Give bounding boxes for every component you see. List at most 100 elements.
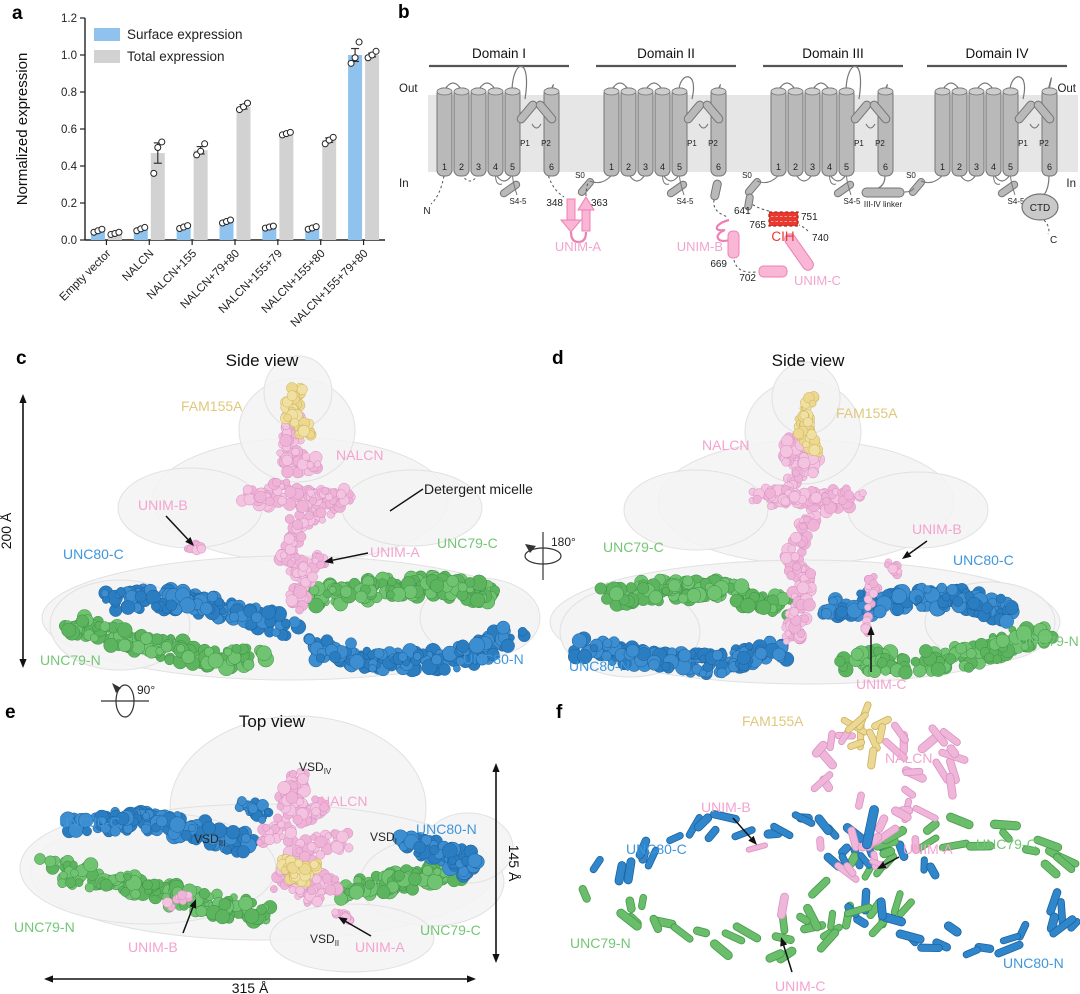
shape bbox=[829, 175, 837, 185]
shape bbox=[968, 87, 985, 96]
shape bbox=[846, 175, 852, 196]
shape bbox=[585, 180, 590, 197]
shape bbox=[120, 887, 130, 897]
shape bbox=[348, 884, 364, 900]
shape bbox=[923, 819, 940, 835]
membrane-in-right: In bbox=[1066, 178, 1076, 190]
residue-348: 348 bbox=[546, 198, 563, 209]
shape bbox=[945, 653, 957, 665]
membrane-out-right: Out bbox=[1057, 83, 1076, 95]
helix-number: 5 bbox=[510, 162, 515, 172]
shape bbox=[308, 496, 318, 506]
short-helix bbox=[666, 180, 688, 198]
shape bbox=[678, 593, 689, 604]
helix-number: 3 bbox=[643, 162, 648, 172]
data-point bbox=[372, 47, 380, 55]
shape bbox=[289, 781, 298, 790]
label-unc79_c: UNC79-C bbox=[603, 539, 664, 555]
membrane-in-left: In bbox=[399, 178, 409, 190]
label-nalcn: NALCN bbox=[336, 447, 383, 463]
shape bbox=[781, 457, 791, 467]
shape bbox=[602, 638, 613, 649]
shape bbox=[288, 769, 298, 778]
shape bbox=[858, 489, 867, 497]
unim-b-strand bbox=[745, 842, 768, 853]
shape bbox=[470, 87, 487, 96]
shape bbox=[865, 123, 876, 129]
shape bbox=[123, 872, 132, 881]
y-tick-label: 0.0 bbox=[61, 235, 77, 247]
shape bbox=[162, 897, 173, 908]
shape bbox=[790, 531, 802, 544]
shape bbox=[512, 175, 518, 196]
shape bbox=[19, 659, 27, 668]
helix-number: 3 bbox=[810, 162, 815, 172]
shape bbox=[914, 595, 923, 603]
shape bbox=[781, 434, 794, 447]
shape bbox=[226, 825, 241, 840]
shape bbox=[307, 886, 316, 895]
s45-label: S4-5 bbox=[844, 197, 861, 206]
shape bbox=[44, 855, 57, 868]
panel-f-cartoon bbox=[578, 701, 1080, 964]
short-helix bbox=[908, 178, 926, 196]
shape bbox=[754, 647, 768, 660]
short-helix bbox=[577, 178, 595, 196]
shape bbox=[281, 454, 293, 466]
label-vsd_i: VSDI bbox=[370, 830, 397, 846]
label-nalcn: NALCN bbox=[702, 437, 749, 453]
shape bbox=[531, 123, 542, 129]
shape bbox=[293, 585, 308, 599]
shape bbox=[706, 585, 723, 601]
label-unim_c: UNIM-C bbox=[775, 978, 826, 994]
shape bbox=[648, 658, 660, 671]
shape bbox=[543, 87, 560, 96]
shape bbox=[324, 884, 336, 896]
shape bbox=[470, 592, 485, 608]
shape bbox=[917, 943, 943, 953]
shape bbox=[244, 908, 260, 924]
shape bbox=[116, 622, 133, 638]
ctd-domain bbox=[1021, 193, 1059, 221]
shape bbox=[788, 491, 801, 503]
p1-label: P1 bbox=[854, 139, 864, 148]
data-point bbox=[184, 222, 192, 230]
shape: IV bbox=[324, 767, 332, 776]
shape bbox=[787, 544, 797, 554]
label-unc79_n: UNC79-N bbox=[1018, 633, 1079, 649]
shape bbox=[321, 486, 329, 495]
shape bbox=[307, 571, 318, 583]
p1-label: P1 bbox=[520, 139, 530, 148]
data-point bbox=[244, 99, 251, 107]
shape bbox=[500, 638, 515, 653]
legend-swatch bbox=[94, 50, 120, 63]
label-unc79_n: UNC79-N bbox=[40, 652, 101, 668]
shape bbox=[422, 865, 433, 876]
shape bbox=[120, 600, 136, 615]
shape bbox=[648, 590, 663, 605]
shape bbox=[845, 65, 862, 100]
shape bbox=[354, 590, 368, 604]
panel-c-title: Side view bbox=[226, 351, 299, 370]
cih-box bbox=[768, 211, 799, 227]
shape bbox=[59, 871, 68, 880]
shape bbox=[869, 579, 878, 588]
residue-669: 669 bbox=[710, 259, 727, 270]
bar-surface bbox=[133, 228, 148, 240]
label-unim_a: UNIM-A bbox=[355, 939, 405, 955]
shape bbox=[284, 486, 297, 498]
shape bbox=[678, 648, 692, 663]
shape bbox=[571, 633, 588, 649]
shape bbox=[306, 461, 314, 469]
shape bbox=[336, 489, 347, 500]
short-helix bbox=[784, 233, 814, 271]
label-unc79_n: UNC79-N bbox=[570, 935, 631, 951]
short-helix bbox=[744, 178, 762, 196]
label-unc79_n: UNC79-N bbox=[14, 919, 75, 935]
unim-a-strand bbox=[581, 209, 591, 232]
shape bbox=[242, 659, 255, 671]
panel-b-diagram: Out Out In In Domain I 1 2 3 4 5 6 P1 P2 S4-5 Domain I… bbox=[399, 46, 1078, 288]
shape bbox=[75, 614, 89, 628]
data-point bbox=[347, 59, 355, 67]
data-point bbox=[115, 228, 123, 236]
